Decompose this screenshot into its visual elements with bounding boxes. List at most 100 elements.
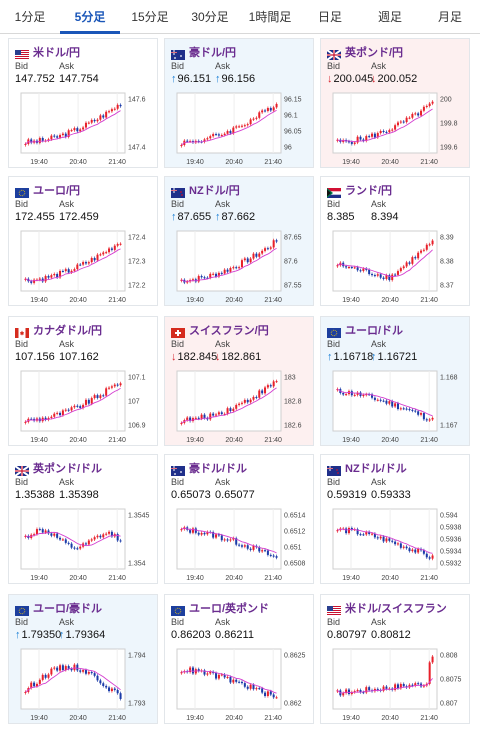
tab-3[interactable]: 15分足	[131, 10, 169, 24]
mini-chart[interactable]: 19:40 20:40 21:40 183 182.8 182.6	[169, 367, 311, 445]
pair-link[interactable]: ランド/円	[327, 181, 392, 199]
candle-body	[194, 528, 197, 533]
tab-7[interactable]: 週足	[377, 10, 402, 24]
mini-chart[interactable]: 19:40 20:40 21:40 107.1 107 106.9	[13, 367, 155, 445]
pair-link[interactable]: 豪ドル/円	[171, 43, 236, 61]
bid-label: Bid	[171, 61, 185, 71]
plot-area	[20, 230, 126, 292]
x-tick-label: 21:40	[420, 715, 438, 722]
y-tick-label: 96.1	[284, 113, 298, 120]
pair-link[interactable]: カナダドル/円	[15, 321, 102, 339]
mini-chart[interactable]: 19:40 20:40 21:40 1.3545 1.354	[13, 505, 155, 583]
mini-chart[interactable]: 19:40 20:40 21:40 0.808 0.8075 0.807	[325, 645, 467, 723]
pair-link[interactable]: NZドル/ドル	[327, 459, 407, 477]
y-tick-label: 200	[440, 97, 452, 104]
pair-link[interactable]: 米ドル/円	[15, 43, 80, 61]
mini-chart[interactable]: 19:40 20:40 21:40 1.794 1.793	[13, 645, 155, 723]
tab-5[interactable]: 1時間足	[248, 10, 292, 24]
candle-body	[243, 545, 246, 547]
mini-chart[interactable]: 19:40 20:40 21:40 147.6 147.4	[13, 89, 155, 167]
candle-body	[356, 392, 359, 395]
bid-price-value: 87.655	[177, 211, 212, 223]
ask-price-value: 0.80812	[371, 629, 411, 641]
candle-body	[116, 104, 119, 109]
tab-1[interactable]: 1分足	[14, 10, 46, 24]
candle-body	[61, 539, 64, 541]
bid-price: ↓200.045	[327, 73, 373, 85]
pair-link[interactable]: 英ポンド/円	[326, 43, 403, 61]
currency-card[interactable]: 豪ドル/円 Bid Ask ↑96.151 ↑96.156 19:40 20:40 21:40…	[164, 38, 314, 168]
currency-card[interactable]: ユーロ/ドル Bid Ask ↑1.16718 ↑1.16721 19:40 20:40 21…	[320, 316, 470, 446]
candle-body	[64, 409, 67, 411]
currency-card[interactable]: NZドル/円 Bid Ask ↑87.655 ↑87.662 19:40 20:40 21:4…	[164, 176, 314, 306]
candle-body	[116, 534, 119, 541]
candle-body	[385, 131, 388, 133]
mini-chart[interactable]: 19:40 20:40 21:40 0.6514 0.6512 0.651 0.6508	[169, 505, 311, 583]
candle-body	[359, 136, 362, 140]
candle-body	[194, 417, 197, 419]
mini-chart[interactable]: 19:40 20:40 21:40 1.168 1.167	[325, 367, 467, 445]
candle-body	[411, 257, 414, 264]
pair-link[interactable]: ユーロ/豪ドル	[15, 599, 102, 617]
pair-link[interactable]: 米ドル/スイスフラン	[327, 599, 447, 617]
tab-6[interactable]: 日足	[317, 10, 342, 24]
y-tick-label: 0.8075	[440, 677, 462, 684]
pair-link[interactable]: ユーロ/英ポンド	[171, 599, 269, 617]
candle-body	[203, 277, 206, 279]
currency-card[interactable]: ユーロ/円 Bid Ask 172.455 172.459 19:40 20:40 21:40…	[8, 176, 158, 306]
candle-body	[215, 273, 218, 277]
currency-card[interactable]: カナダドル/円 Bid Ask 107.156 107.162 19:40 20:40 21:…	[8, 316, 158, 446]
currency-card[interactable]: NZドル/ドル Bid Ask 0.59319 0.59333 19:40 20:40 21:…	[320, 454, 470, 584]
currency-card[interactable]: 米ドル/スイスフラン Bid Ask 0.80797 0.80812 19:40 20:40…	[320, 594, 470, 724]
currency-card[interactable]: スイスフラン/円 Bid Ask ↓182.845 ↓182.861 19:40 20:40…	[164, 316, 314, 446]
mini-chart[interactable]: 19:40 20:40 21:40 172.4 172.3 172.2	[13, 227, 155, 305]
currency-card[interactable]: ランド/円 Bid Ask 8.385 8.394 19:40 20:40 21:40 8.39…	[320, 176, 470, 306]
currency-card[interactable]: ユーロ/英ポンド Bid Ask 0.86203 0.86211 19:40 20:40 21…	[164, 594, 314, 724]
candle-body	[44, 276, 47, 282]
currency-card[interactable]: ユーロ/豪ドル Bid Ask ↑1.79350 ↑1.79364 19:40 20:40 2…	[8, 594, 158, 724]
candle-body	[212, 134, 215, 137]
tab-8[interactable]: 月足	[437, 10, 462, 24]
bid-price: 0.80797	[327, 629, 367, 641]
pair-link[interactable]: NZドル/円	[171, 181, 240, 199]
arrow-up-icon: ↑	[15, 629, 21, 641]
mini-chart[interactable]: 19:40 20:40 21:40 0.594 0.5938 0.5936 0.5934 0.…	[325, 505, 467, 583]
mini-chart[interactable]: 19:40 20:40 21:40 0.8625 0.862	[169, 645, 311, 723]
candle-body	[420, 110, 423, 116]
currency-card[interactable]: 豪ドル/ドル Bid Ask 0.65073 0.65077 19:40 20:40 21:4…	[164, 454, 314, 584]
currency-card[interactable]: 英ポンド/円 Bid Ask ↓200.045 ↓200.052 19:40 20:40 21…	[320, 38, 470, 168]
candle-body	[417, 411, 420, 415]
y-tick-label: 172.3	[128, 259, 146, 266]
candle-body	[220, 412, 223, 415]
tab-2[interactable]: 5分足	[60, 0, 120, 34]
candle-body	[102, 115, 105, 118]
pair-link[interactable]: スイスフラン/円	[171, 321, 269, 339]
mini-chart[interactable]: 19:40 20:40 21:40 8.39 8.38 8.37	[325, 227, 467, 305]
mini-chart[interactable]: 19:40 20:40 21:40 200 199.8 199.6	[325, 89, 467, 167]
mini-chart[interactable]: 19:40 20:40 21:40 87.65 87.6 87.55	[169, 227, 311, 305]
pair-link[interactable]: ユーロ/ドル	[327, 321, 403, 339]
mini-chart[interactable]: 19:40 20:40 21:40 96.15 96.1 96.05 96	[169, 89, 311, 167]
arrow-up-icon: ↑	[171, 73, 177, 85]
candle-body	[359, 690, 362, 693]
candle-body	[64, 539, 67, 543]
y-tick-label: 87.6	[284, 259, 298, 266]
us-flag-icon	[15, 47, 29, 60]
candle-body	[67, 269, 70, 273]
pair-name: NZドル/円	[189, 185, 240, 197]
candle-body	[356, 690, 359, 692]
arrow-down-icon: ↓	[215, 351, 221, 363]
pair-link[interactable]: 英ポンド/ドル	[14, 459, 102, 477]
candle-body	[24, 421, 27, 423]
pair-link[interactable]: ユーロ/円	[15, 181, 80, 199]
currency-card[interactable]: 米ドル/円 Bid Ask 147.752 147.754 19:40 20:40 21:40…	[8, 38, 158, 168]
candle-body	[102, 683, 105, 686]
candle-body	[119, 693, 122, 699]
candle-body	[385, 275, 388, 279]
candle-body	[223, 269, 226, 274]
currency-card[interactable]: 英ポンド/ドル Bid Ask 1.35388 1.35398 19:40 20:40 21:…	[8, 454, 158, 584]
candle-body	[347, 528, 350, 534]
tab-4[interactable]: 30分足	[191, 10, 229, 24]
candle-body	[38, 679, 41, 684]
pair-link[interactable]: 豪ドル/ドル	[171, 459, 247, 477]
